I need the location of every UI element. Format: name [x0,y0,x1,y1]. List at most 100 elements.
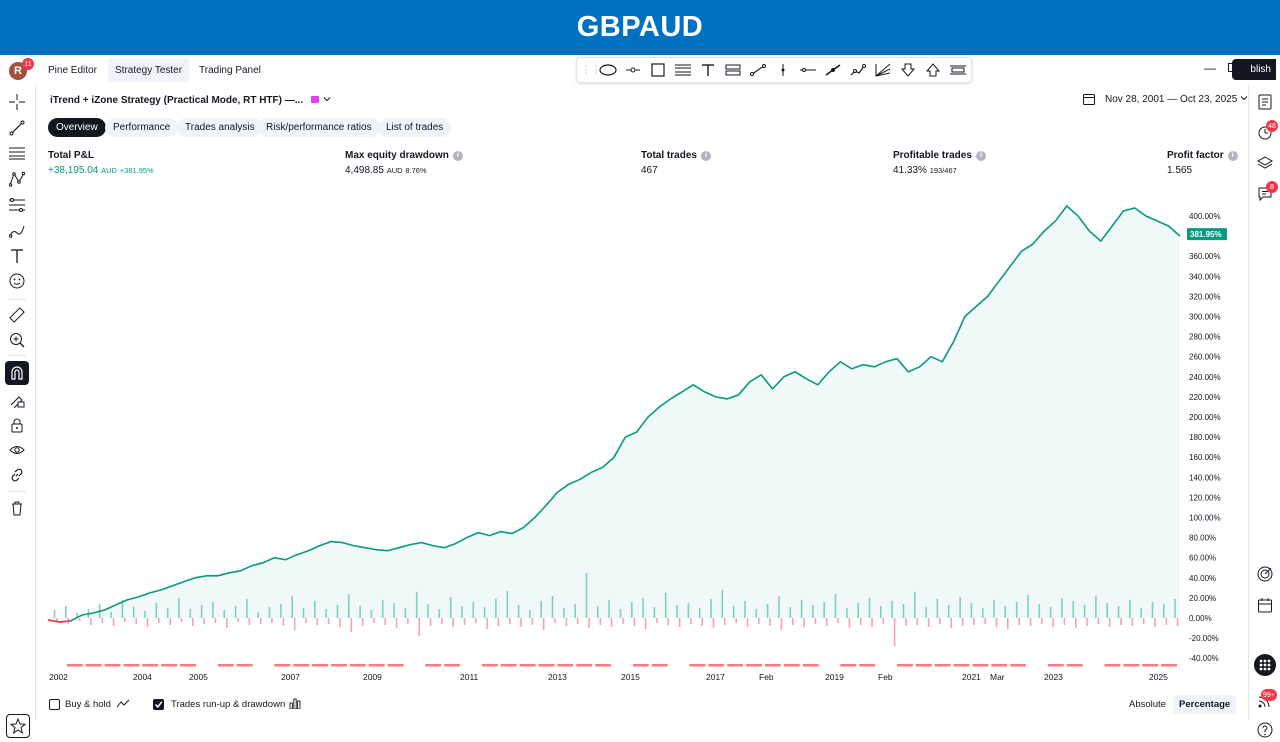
drawdown-bar [780,618,783,631]
text-icon[interactable] [695,59,720,81]
target-icon[interactable] [1253,562,1277,586]
trade-period-bar [293,664,310,667]
last-value-badge [1187,228,1227,241]
ellipse-icon[interactable] [595,59,620,81]
notifications-badge: 99+ [1261,689,1277,701]
drawdown-bar [576,618,579,624]
lock-drawing-icon[interactable] [5,388,29,412]
y-axis-label: 40.00% [1189,574,1216,583]
fib-retracement-icon[interactable] [670,59,695,81]
tab-trading-panel[interactable]: Trading Panel [199,64,261,76]
runup-bar [902,603,905,618]
chevron-down-icon[interactable] [323,95,331,103]
drawing-toolbar: ⋮⋮ [576,57,972,83]
favorites-star-icon[interactable] [6,714,30,738]
date-range-selector[interactable]: Nov 28, 2001 — Oct 23, 2025 [1105,94,1248,105]
arrow-up-icon[interactable] [921,59,946,81]
strategy-settings-icon[interactable] [310,94,320,104]
info-icon[interactable]: i [975,150,986,161]
tab-trades-analysis[interactable]: Trades analysis [177,118,263,137]
fib-tool-icon[interactable] [5,141,29,165]
trend-line-icon[interactable] [745,59,770,81]
projection-tool-icon[interactable] [5,193,29,217]
minimize-icon[interactable]: — [1204,61,1216,75]
crosshair-icon[interactable] [5,90,29,114]
runup-bar [65,605,67,618]
tab-list-of-trades[interactable]: List of trades [378,118,452,137]
zoom-in-icon[interactable] [5,328,29,352]
vertical-line-icon[interactable] [770,59,795,81]
brush-icon[interactable] [846,59,871,81]
apps-grid-icon[interactable] [1253,653,1277,677]
info-icon[interactable]: i [1227,150,1238,161]
drawdown-bar [1018,618,1020,625]
emoji-icon[interactable] [5,269,29,293]
trade-period-bar [991,664,1008,667]
alerts-icon[interactable] [1253,120,1277,144]
equity-chart[interactable]: 400.00%380.00%360.00%340.00%320.00%300.0… [0,55,1248,690]
drawdown-bar [407,618,409,624]
drawdown-bar [475,618,477,623]
magnet-icon[interactable] [5,361,29,385]
drawdown-bar [1075,618,1077,628]
runup-bar [359,605,361,618]
percentage-toggle[interactable]: Percentage [1173,695,1237,714]
tab-performance[interactable]: Performance [105,118,179,137]
trades-runup-drawdown-checkbox[interactable] [153,699,164,710]
drawdown-bar [373,618,375,623]
info-icon[interactable]: i [452,150,463,161]
y-axis-label: 260.00% [1189,353,1221,362]
drawdown-bar [690,618,692,624]
layers-icon[interactable] [1253,151,1277,175]
eye-icon[interactable] [5,438,29,462]
info-icon[interactable]: i [700,150,711,161]
fib-fan-icon[interactable] [871,59,896,81]
trade-period-bar [444,664,461,667]
drawdown-bar [339,618,341,627]
trash-icon[interactable] [5,496,29,520]
calendar-icon[interactable] [1253,593,1277,617]
runup-bar [789,606,792,618]
strategy-title[interactable]: iTrend + iZone Strategy (Practical Mode,… [50,94,331,106]
date-range-icon[interactable] [720,59,745,81]
brush-tool-icon[interactable] [5,219,29,243]
runup-bar [348,593,350,618]
tab-pine-editor[interactable]: Pine Editor [48,64,97,76]
rectangle-icon[interactable] [645,59,670,81]
lock-icon[interactable] [5,413,29,437]
calendar-range-icon[interactable] [1083,93,1095,105]
link-icon[interactable] [5,463,29,487]
drag-handle-icon[interactable]: ⋮⋮ [581,64,601,76]
horizontal-line-icon[interactable] [796,59,821,81]
runup-bar [1117,605,1120,618]
tab-overview[interactable]: Overview [48,118,106,137]
runup-bar [1027,594,1029,618]
publish-button[interactable]: blish [1232,59,1276,80]
watchlist-icon[interactable] [1253,90,1277,114]
runup-bar [563,608,565,618]
tab-strategy-tester[interactable]: Strategy Tester [108,58,190,82]
total-pnl-currency: AUD [101,166,117,175]
runup-bar [200,604,203,618]
buy-hold-checkbox[interactable] [49,699,60,710]
trade-period-bar [840,664,857,667]
toolbar-divider [8,355,26,356]
profitable-trades-value: 41.33% 193/467 [893,165,957,176]
total-pnl-value: +38,195.04 AUD +381.95% [48,165,154,176]
runup-bar [280,603,282,618]
horizontal-ray-icon[interactable] [620,59,645,81]
arrow-down-icon[interactable] [896,59,921,81]
tab-risk-performance-ratios[interactable]: Risk/performance ratios [258,118,380,137]
ruler-icon[interactable] [5,303,29,327]
drawdown-bar [56,618,58,622]
absolute-toggle[interactable]: Absolute [1129,699,1166,710]
help-icon[interactable] [1253,718,1277,742]
price-range-icon[interactable] [946,59,971,81]
trend-line-tool-icon[interactable] [5,116,29,140]
runup-bar [891,600,893,618]
drawdown-bar [1086,618,1088,626]
y-axis-label: 120.00% [1189,493,1221,502]
text-tool-icon[interactable] [5,244,29,268]
arrow-line-icon[interactable] [821,59,846,81]
pattern-tool-icon[interactable] [5,167,29,191]
